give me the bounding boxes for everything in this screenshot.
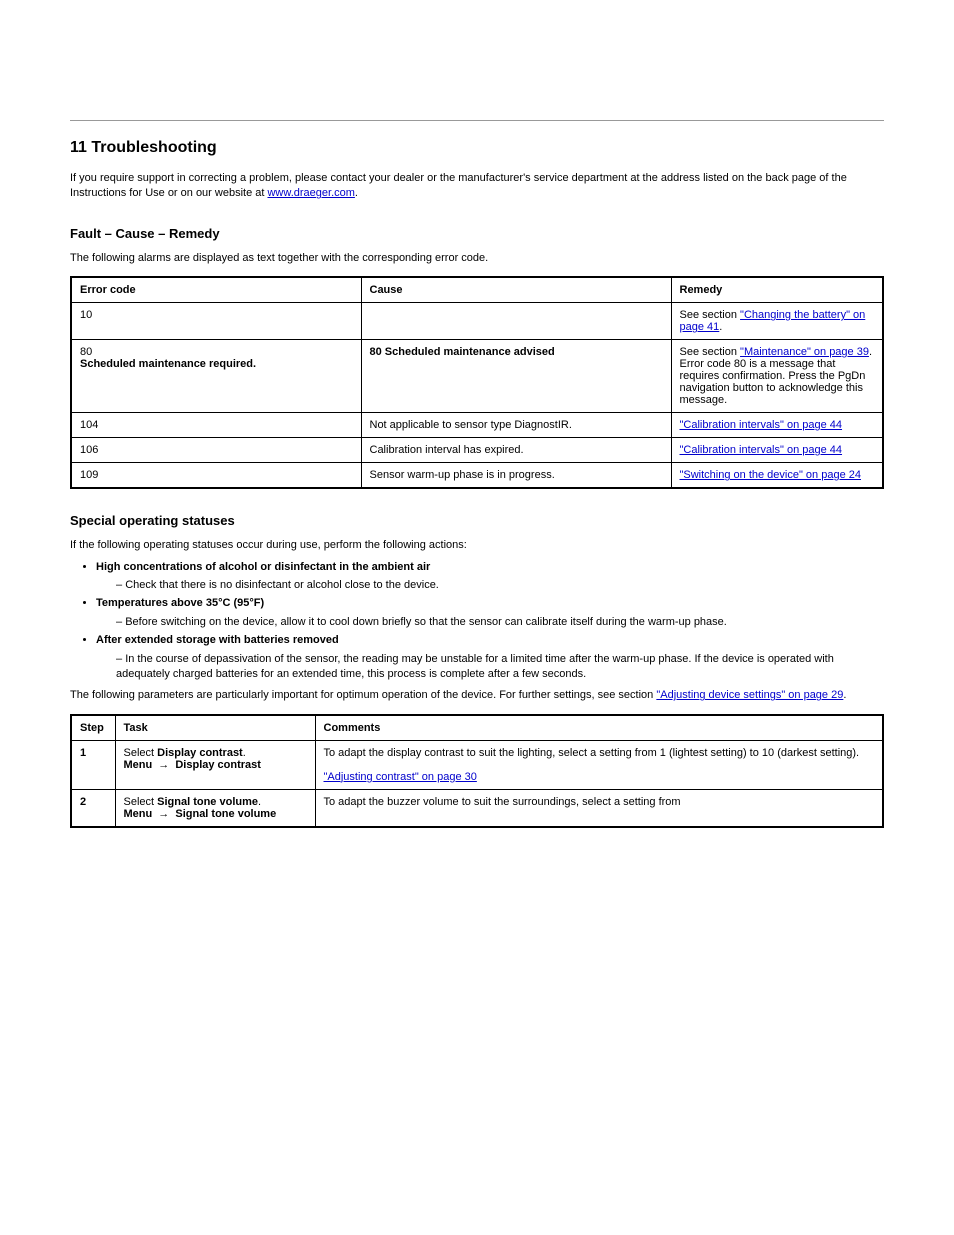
remedy: See section "Changing the battery" on pa… — [671, 303, 883, 340]
table-row: 109 Sensor warm-up phase is in progress.… — [71, 463, 883, 489]
section-title: 11 Troubleshooting — [70, 139, 884, 157]
intro-text-pre: If you require support in correcting a p… — [70, 172, 847, 199]
step-num: 2 — [71, 789, 115, 827]
settings-link[interactable]: "Adjusting device settings" on page 29 — [656, 689, 843, 701]
col-comments: Comments — [315, 715, 883, 741]
remedy-link[interactable]: "Maintenance" on page 39 — [740, 346, 869, 358]
cause: 80 Scheduled maintenance advised — [361, 340, 671, 413]
table-row: 1 Select Display contrast. Menu → Displa… — [71, 740, 883, 789]
step-num: 1 — [71, 740, 115, 789]
col-errorcode: Error code — [71, 277, 361, 303]
settings-intro: The following parameters are particularl… — [70, 688, 884, 703]
error-code: 109 — [71, 463, 361, 489]
fault-intro: The following alarms are displayed as te… — [70, 251, 884, 266]
intro-text-post: . — [355, 187, 358, 199]
error-code: 10 — [71, 303, 361, 340]
list-item: High concentrations of alcohol or disinf… — [96, 560, 884, 575]
cause: Not applicable to sensor type DiagnostIR… — [361, 413, 671, 438]
remedy: See section "Maintenance" on page 39. Er… — [671, 340, 883, 413]
col-step: Step — [71, 715, 115, 741]
error-code: 104 — [71, 413, 361, 438]
remedy: "Calibration intervals" on page 44 — [671, 413, 883, 438]
col-remedy: Remedy — [671, 277, 883, 303]
cause — [361, 303, 671, 340]
list-item: Temperatures above 35°C (95°F) — [96, 596, 884, 611]
list-subitem: Check that there is no disinfectant or a… — [116, 578, 884, 593]
table-row: 104 Not applicable to sensor type Diagno… — [71, 413, 883, 438]
table-row: 2 Select Signal tone volume. Menu → Sign… — [71, 789, 883, 827]
special-intro: If the following operating statuses occu… — [70, 538, 884, 553]
arrow-icon: → — [158, 759, 169, 771]
remedy: "Calibration intervals" on page 44 — [671, 438, 883, 463]
cause: Sensor warm-up phase is in progress. — [361, 463, 671, 489]
list-item: After extended storage with batteries re… — [96, 633, 884, 648]
comments: To adapt the display contrast to suit th… — [315, 740, 883, 789]
task: Select Display contrast. Menu → Display … — [115, 740, 315, 789]
error-code: 106 — [71, 438, 361, 463]
table-row: 106 Calibration interval has expired. "C… — [71, 438, 883, 463]
col-task: Task — [115, 715, 315, 741]
intro-paragraph: If you require support in correcting a p… — [70, 171, 884, 202]
list-subitem: In the course of depassivation of the se… — [116, 652, 884, 683]
comments: To adapt the buzzer volume to suit the s… — [315, 789, 883, 827]
remedy: "Switching on the device" on page 24 — [671, 463, 883, 489]
comment-link[interactable]: "Adjusting contrast" on page 30 — [324, 771, 477, 783]
cause: Calibration interval has expired. — [361, 438, 671, 463]
website-link[interactable]: www.draeger.com — [267, 187, 354, 199]
remedy-link[interactable]: "Calibration intervals" on page 44 — [680, 419, 843, 431]
fault-table: Error code Cause Remedy 10 See section "… — [70, 276, 884, 489]
arrow-icon: → — [158, 808, 169, 820]
special-heading: Special operating statuses — [70, 513, 884, 528]
header-divider — [70, 120, 884, 121]
col-cause: Cause — [361, 277, 671, 303]
error-code: 80Scheduled maintenance required. — [71, 340, 361, 413]
settings-table: Step Task Comments 1 Select Display cont… — [70, 714, 884, 828]
remedy-link[interactable]: "Switching on the device" on page 24 — [680, 469, 862, 481]
fault-heading: Fault – Cause – Remedy — [70, 226, 884, 241]
remedy-link[interactable]: "Calibration intervals" on page 44 — [680, 444, 843, 456]
special-list: High concentrations of alcohol or disinf… — [74, 560, 884, 683]
task: Select Signal tone volume. Menu → Signal… — [115, 789, 315, 827]
table-row: 80Scheduled maintenance required. 80 Sch… — [71, 340, 883, 413]
table-row: 10 See section "Changing the battery" on… — [71, 303, 883, 340]
list-subitem: Before switching on the device, allow it… — [116, 615, 884, 630]
